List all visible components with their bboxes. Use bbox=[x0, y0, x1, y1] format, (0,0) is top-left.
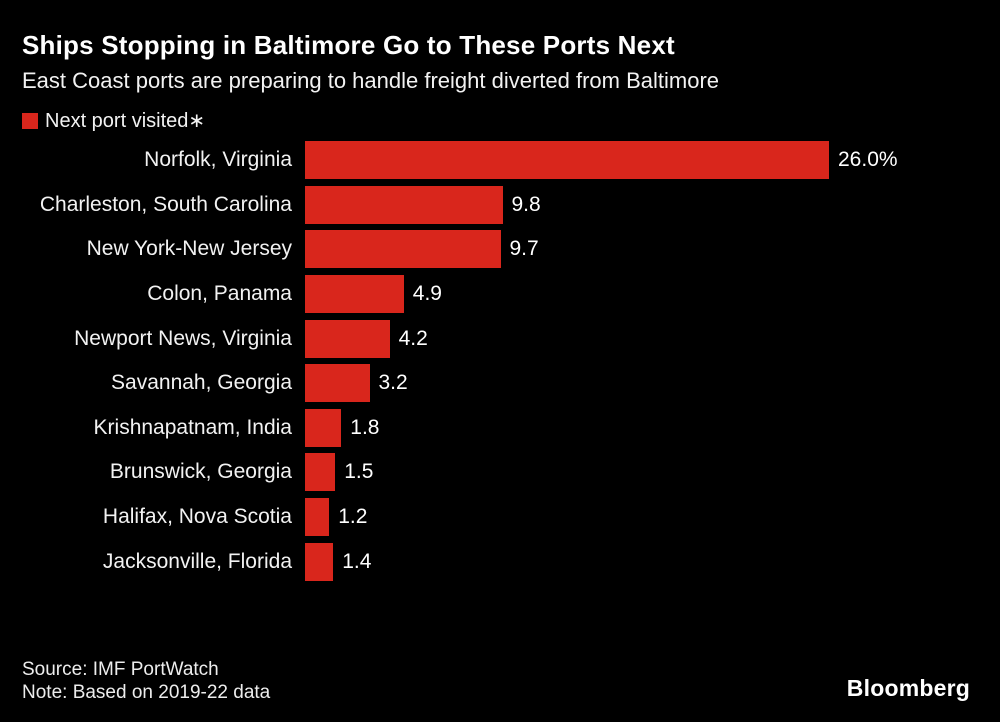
chart-header: Ships Stopping in Baltimore Go to These … bbox=[22, 31, 980, 93]
bar bbox=[305, 498, 330, 537]
category-label: New York-New Jersey bbox=[86, 237, 292, 261]
legend-label: Next port visited∗ bbox=[45, 110, 206, 132]
bar-row: New York-New Jersey 9.7 bbox=[0, 227, 1000, 272]
bar-row: Savannah, Georgia 3.2 bbox=[0, 361, 1000, 406]
category-label: Brunswick, Georgia bbox=[109, 460, 292, 484]
value-label: 4.9 bbox=[412, 282, 442, 306]
value-label: 1.8 bbox=[350, 415, 380, 439]
value-label: 1.5 bbox=[344, 460, 374, 484]
bar-row: Brunswick, Georgia 1.5 bbox=[0, 450, 1000, 495]
bar bbox=[305, 364, 370, 403]
value-label: 1.2 bbox=[338, 505, 368, 529]
category-label: Colon, Panama bbox=[147, 282, 292, 306]
bar-row: Halifax, Nova Scotia 1.2 bbox=[0, 495, 1000, 540]
category-label: Krishnapatnam, India bbox=[93, 415, 292, 439]
value-label: 26.0% bbox=[838, 148, 898, 172]
bar-row: Charleston, South Carolina 9.8 bbox=[0, 183, 1000, 228]
category-label: Jacksonville, Florida bbox=[102, 549, 292, 573]
bar-row: Newport News, Virginia 4.2 bbox=[0, 316, 1000, 361]
category-label: Charleston, South Carolina bbox=[39, 192, 292, 216]
value-label: 3.2 bbox=[378, 371, 408, 395]
chart-footer: Source: IMF PortWatch Note: Based on 201… bbox=[22, 658, 270, 704]
legend-swatch-icon bbox=[22, 112, 38, 129]
category-label: Newport News, Virginia bbox=[74, 326, 292, 350]
category-label: Norfolk, Virginia bbox=[144, 148, 292, 172]
bar bbox=[305, 542, 334, 581]
value-label: 9.8 bbox=[511, 192, 541, 216]
bar bbox=[305, 185, 503, 224]
value-label: 9.7 bbox=[509, 237, 539, 261]
value-label: 1.4 bbox=[342, 549, 372, 573]
chart-subtitle: East Coast ports are preparing to handle… bbox=[22, 67, 720, 93]
category-label: Savannah, Georgia bbox=[111, 371, 292, 395]
bar-row: Krishnapatnam, India 1.8 bbox=[0, 406, 1000, 451]
bar-row: Jacksonville, Florida 1.4 bbox=[0, 539, 1000, 584]
bar bbox=[305, 408, 342, 447]
source-text: Source: IMF PortWatch bbox=[22, 659, 219, 680]
bar bbox=[305, 141, 829, 180]
bar-chart: Norfolk, Virginia 26.0% Charleston, Sout… bbox=[0, 138, 1000, 584]
bar bbox=[305, 319, 390, 358]
bar bbox=[305, 230, 501, 269]
bar-row: Colon, Panama 4.9 bbox=[0, 272, 1000, 317]
category-label: Halifax, Nova Scotia bbox=[102, 505, 292, 529]
bloomberg-logo: Bloomberg bbox=[846, 675, 970, 701]
note-text: Note: Based on 2019-22 data bbox=[22, 682, 271, 703]
chart-legend: Next port visited∗ bbox=[22, 108, 205, 133]
bar-row: Norfolk, Virginia 26.0% bbox=[0, 138, 1000, 183]
value-label: 4.2 bbox=[398, 326, 428, 350]
bar bbox=[305, 275, 404, 314]
chart-title: Ships Stopping in Baltimore Go to These … bbox=[22, 30, 675, 60]
bar bbox=[305, 453, 336, 492]
